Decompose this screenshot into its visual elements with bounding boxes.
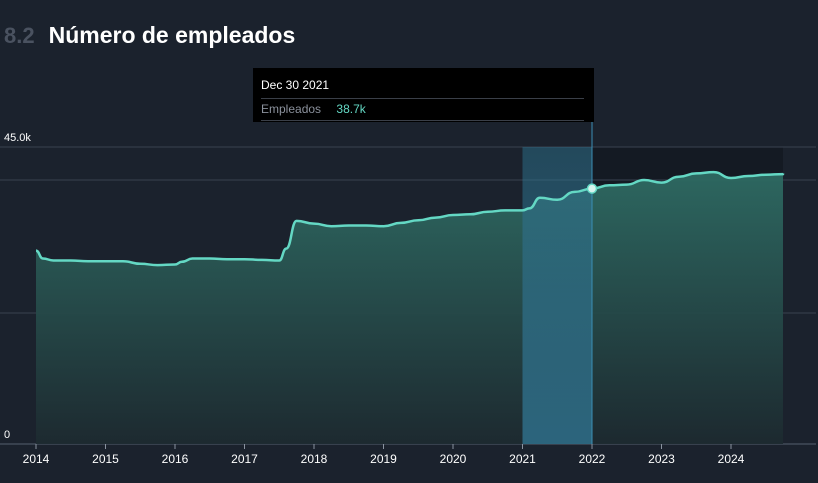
highlight-band	[522, 147, 592, 444]
x-tick-label: 2020	[440, 452, 467, 466]
series-line	[35, 170, 785, 267]
hover-marker	[586, 183, 598, 194]
page-title: Número de empleados	[48, 22, 296, 48]
series-area	[36, 172, 783, 444]
tooltip-date: Dec 30 2021	[261, 78, 584, 99]
y-tick-label: 0	[4, 429, 10, 441]
tooltip-row: Empleados 38.7k	[261, 102, 584, 121]
data-tooltip: Dec 30 2021 Empleados 38.7k	[253, 68, 594, 122]
x-tick-label: 2024	[718, 452, 745, 466]
chart-heading: 8.2 Número de empleados	[4, 22, 295, 49]
x-tick-label: 2018	[301, 452, 328, 466]
tooltip-value: 38.7k	[336, 102, 366, 116]
x-tick-label: 2021	[509, 452, 536, 466]
x-tick-label: 2022	[579, 452, 606, 466]
section-number: 8.2	[4, 23, 35, 48]
tooltip-series-label: Empleados	[261, 102, 322, 116]
x-tick-label: 2014	[23, 452, 50, 466]
x-tick-label: 2019	[370, 452, 397, 466]
x-tick-label: 2023	[648, 452, 675, 466]
x-tick-label: 2017	[231, 452, 258, 466]
y-tick-label: 45.0k	[4, 132, 31, 144]
x-tick-label: 2015	[92, 452, 119, 466]
x-tick-label: 2016	[162, 452, 189, 466]
